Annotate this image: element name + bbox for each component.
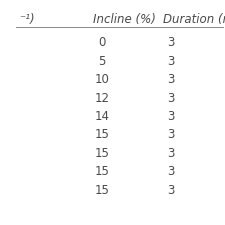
- Text: 15: 15: [95, 147, 110, 160]
- Text: 3: 3: [167, 128, 174, 141]
- Text: 15: 15: [95, 165, 110, 178]
- Text: 3: 3: [167, 73, 174, 86]
- Text: 14: 14: [95, 110, 110, 123]
- Text: ⁻¹): ⁻¹): [19, 13, 35, 26]
- Text: 3: 3: [167, 92, 174, 105]
- Text: 3: 3: [167, 147, 174, 160]
- Text: 10: 10: [95, 73, 110, 86]
- Text: 15: 15: [95, 184, 110, 197]
- Text: 3: 3: [167, 165, 174, 178]
- Text: 12: 12: [95, 92, 110, 105]
- Text: 3: 3: [167, 184, 174, 197]
- Text: 0: 0: [99, 36, 106, 49]
- Text: 15: 15: [95, 128, 110, 141]
- Text: Duration (min): Duration (min): [163, 13, 225, 26]
- Text: 3: 3: [167, 36, 174, 49]
- Text: 3: 3: [167, 110, 174, 123]
- Text: 3: 3: [167, 55, 174, 68]
- Text: Incline (%): Incline (%): [93, 13, 156, 26]
- Text: 5: 5: [99, 55, 106, 68]
